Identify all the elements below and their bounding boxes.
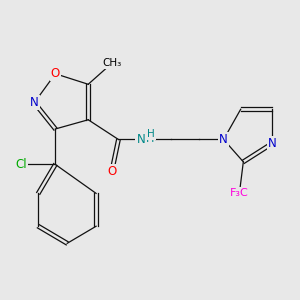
Text: O: O <box>107 164 116 178</box>
Text: CH₃: CH₃ <box>102 58 122 68</box>
Text: N: N <box>30 96 39 109</box>
Text: O: O <box>51 67 60 80</box>
Text: N: N <box>136 133 145 146</box>
Text: H: H <box>147 129 155 139</box>
Text: H: H <box>146 134 154 145</box>
Text: N: N <box>268 137 277 150</box>
Text: N: N <box>219 133 228 146</box>
Text: N: N <box>136 133 145 146</box>
Text: F₃C: F₃C <box>230 188 249 198</box>
Text: Cl: Cl <box>15 158 27 171</box>
